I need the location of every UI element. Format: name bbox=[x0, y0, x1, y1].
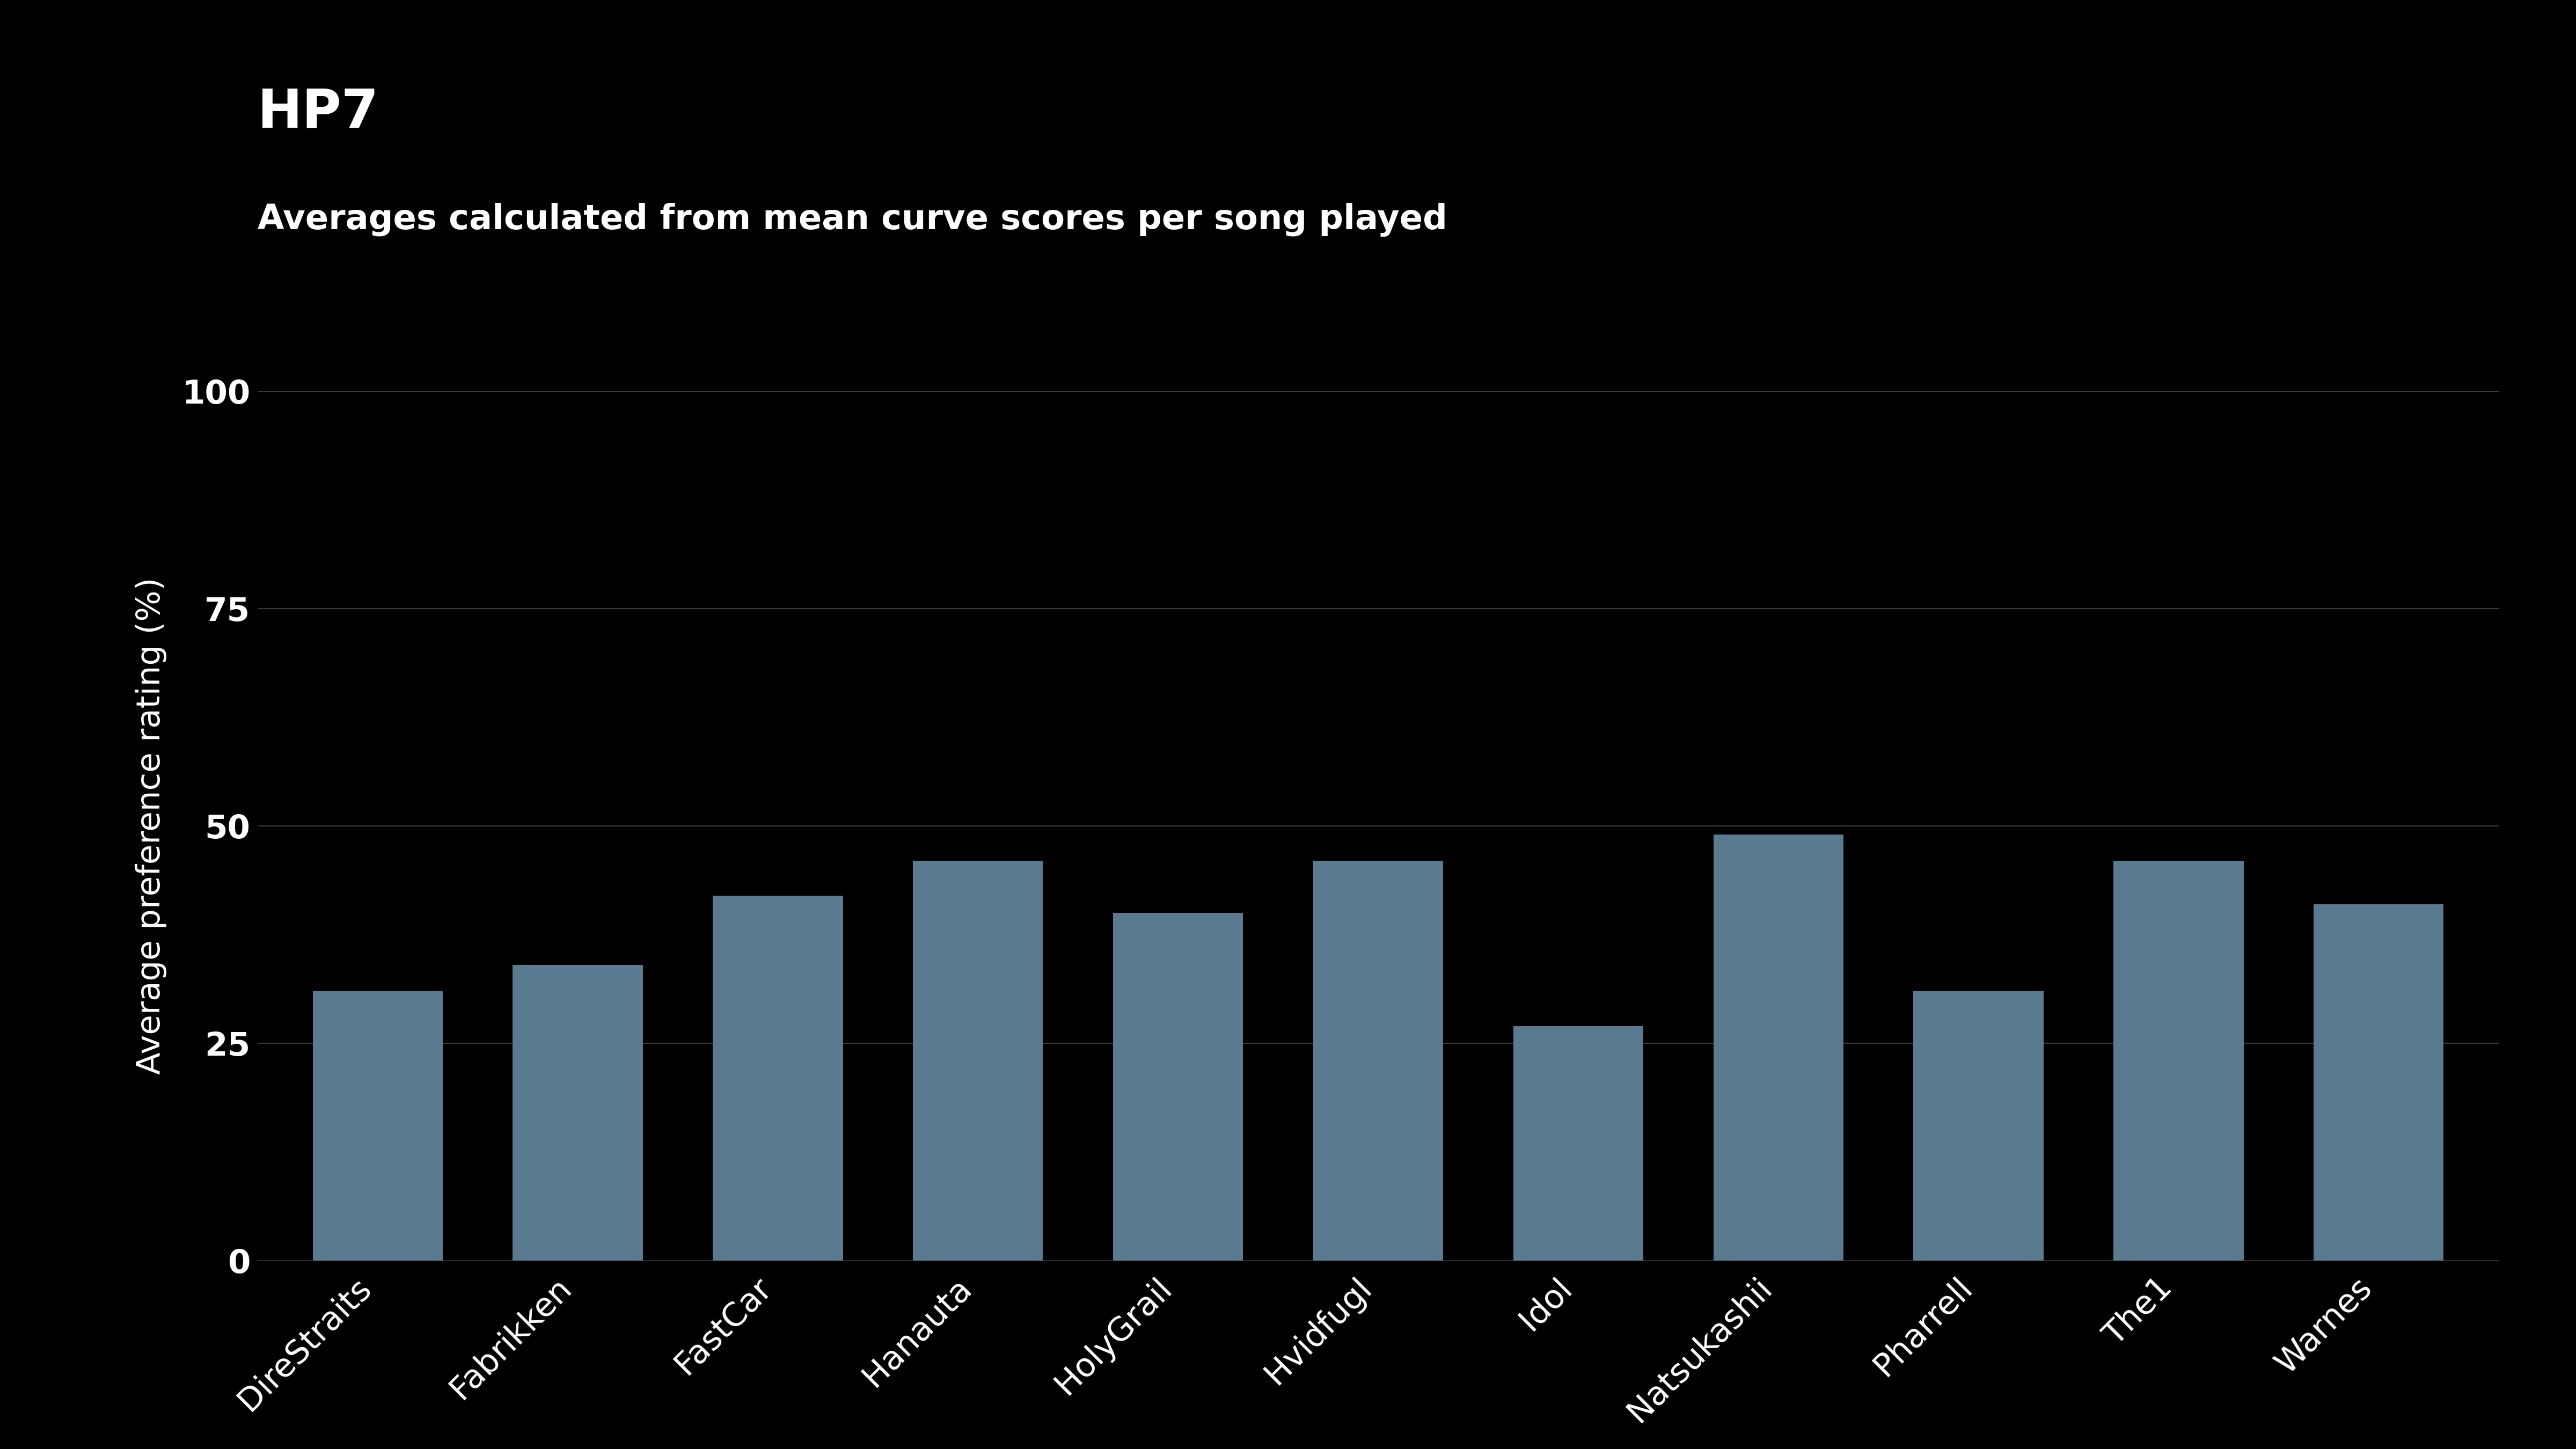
Bar bbox=[513, 965, 644, 1261]
Text: HP7: HP7 bbox=[258, 87, 379, 139]
Bar bbox=[1713, 835, 1844, 1261]
Bar bbox=[312, 991, 443, 1261]
Bar bbox=[1314, 861, 1443, 1261]
Bar bbox=[2313, 904, 2445, 1261]
Bar bbox=[2112, 861, 2244, 1261]
Y-axis label: Average preference rating (%): Average preference rating (%) bbox=[137, 577, 167, 1075]
Bar bbox=[1512, 1026, 1643, 1261]
Bar bbox=[1914, 991, 2043, 1261]
Bar bbox=[714, 895, 842, 1261]
Bar bbox=[912, 861, 1043, 1261]
Bar bbox=[1113, 913, 1244, 1261]
Text: Averages calculated from mean curve scores per song played: Averages calculated from mean curve scor… bbox=[258, 203, 1448, 236]
